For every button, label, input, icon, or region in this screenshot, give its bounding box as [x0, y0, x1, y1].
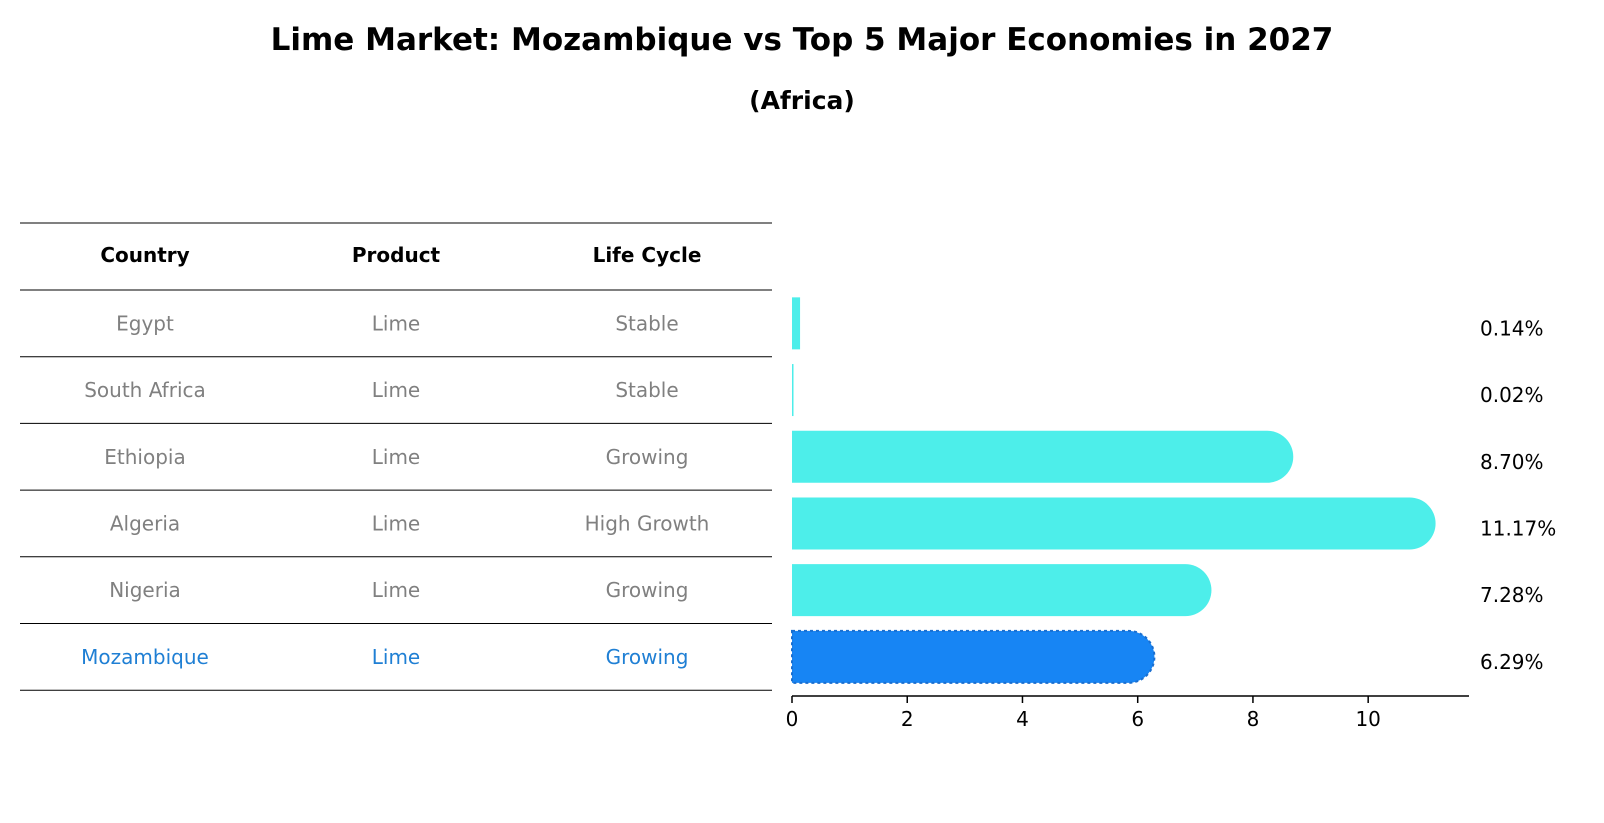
- cell-life-cycle: Stable: [615, 311, 678, 335]
- cell-life-cycle: Growing: [606, 578, 689, 602]
- cell-country: Ethiopia: [104, 445, 185, 469]
- x-tick-label: 0: [786, 707, 799, 731]
- cell-product: Lime: [372, 645, 421, 669]
- data-table: Country Product Life Cycle Egypt Lime Stab…: [20, 222, 772, 691]
- cell-life-cycle: High Growth: [585, 511, 710, 535]
- x-tick-label: 6: [1131, 707, 1144, 731]
- bar-value-label: 11.17%: [1480, 516, 1556, 540]
- cell-country: Egypt: [116, 311, 174, 335]
- bar-value-label: 6.29%: [1480, 650, 1544, 674]
- bar-mozambique: [791, 629, 1156, 684]
- x-tick-label: 10: [1355, 707, 1380, 731]
- bar-algeria: [792, 497, 1436, 550]
- bar-value-label: 8.70%: [1480, 450, 1544, 474]
- bar-series: 0.14% 0.02% 8.70% 11.17% 7.28% 6.29%: [791, 297, 1556, 684]
- cell-country: Nigeria: [109, 578, 181, 602]
- cell-product: Lime: [372, 445, 421, 469]
- bar-value-label: 0.14%: [1480, 316, 1544, 340]
- cell-country: South Africa: [84, 378, 206, 402]
- bar-value-label: 7.28%: [1480, 583, 1544, 607]
- cell-country: Mozambique: [81, 645, 209, 669]
- chart-title: Lime Market: Mozambique vs Top 5 Major E…: [271, 22, 1334, 58]
- cell-life-cycle: Growing: [606, 645, 689, 669]
- x-tick-label: 4: [1016, 707, 1029, 731]
- column-header-product: Product: [352, 243, 441, 267]
- cell-life-cycle: Stable: [615, 378, 678, 402]
- bar-south-africa: [792, 364, 794, 417]
- x-tick-label: 8: [1247, 707, 1260, 731]
- column-header-country: Country: [100, 243, 189, 267]
- cell-country: Algeria: [110, 511, 180, 535]
- column-header-life-cycle: Life Cycle: [593, 243, 702, 267]
- bar-nigeria: [792, 564, 1212, 617]
- cell-life-cycle: Growing: [606, 445, 689, 469]
- cell-product: Lime: [372, 311, 421, 335]
- cell-product: Lime: [372, 378, 421, 402]
- bar-ethiopia: [792, 430, 1294, 483]
- bar-value-label: 0.02%: [1480, 383, 1544, 407]
- bar-egypt: [792, 297, 801, 350]
- chart-subtitle: (Africa): [749, 86, 855, 115]
- x-axis: 0 2 4 6 8 10: [786, 695, 1469, 731]
- cell-product: Lime: [372, 511, 421, 535]
- x-tick-label: 2: [901, 707, 914, 731]
- cell-product: Lime: [372, 578, 421, 602]
